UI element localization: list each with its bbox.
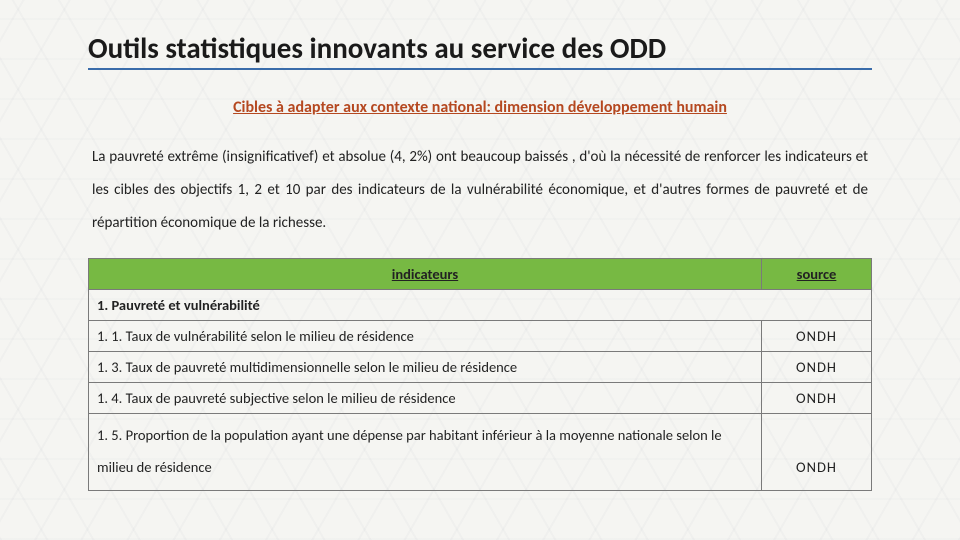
cell-indicator: 1. 5. Proportion de la population ayant …	[89, 414, 762, 491]
table-section-row: 1. Pauvreté et vulnérabilité	[89, 290, 872, 321]
col-header-indicateurs: indicateurs	[89, 259, 762, 290]
col-header-source: source	[762, 259, 872, 290]
page-title: Outils statistiques innovants au service…	[88, 30, 872, 66]
cell-indicator: 1. 4. Taux de pauvreté subjective selon …	[89, 383, 762, 414]
cell-indicator: 1. 3. Taux de pauvreté multidimensionnel…	[89, 352, 762, 383]
cell-source: ONDH	[762, 352, 872, 383]
cell-source: ONDH	[762, 321, 872, 352]
body-paragraph: La pauvreté extrême (insignificativef) e…	[92, 141, 868, 240]
table-row: 1. 5. Proportion de la population ayant …	[89, 414, 872, 491]
table-header-row: indicateurs source	[89, 259, 872, 290]
subtitle: Cibles à adapter aux contexte national: …	[88, 98, 872, 117]
table-section-label: 1. Pauvreté et vulnérabilité	[89, 290, 872, 321]
table-row: 1. 4. Taux de pauvreté subjective selon …	[89, 383, 872, 414]
cell-source: ONDH	[762, 414, 872, 491]
indicators-table: indicateurs source 1. Pauvreté et vulnér…	[88, 258, 872, 491]
cell-source: ONDH	[762, 383, 872, 414]
title-underline	[88, 68, 872, 70]
table-row: 1. 1. Taux de vulnérabilité selon le mil…	[89, 321, 872, 352]
cell-indicator: 1. 1. Taux de vulnérabilité selon le mil…	[89, 321, 762, 352]
table-row: 1. 3. Taux de pauvreté multidimensionnel…	[89, 352, 872, 383]
slide: Outils statistiques innovants au service…	[0, 0, 960, 511]
